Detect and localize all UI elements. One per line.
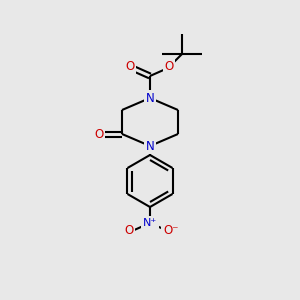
Text: O: O: [124, 224, 134, 238]
Text: N⁺: N⁺: [143, 218, 157, 228]
Text: O: O: [164, 61, 174, 74]
Text: O⁻: O⁻: [163, 224, 179, 238]
Text: O: O: [125, 59, 135, 73]
Text: O: O: [94, 128, 103, 140]
Text: N: N: [146, 92, 154, 104]
Text: N: N: [146, 140, 154, 152]
